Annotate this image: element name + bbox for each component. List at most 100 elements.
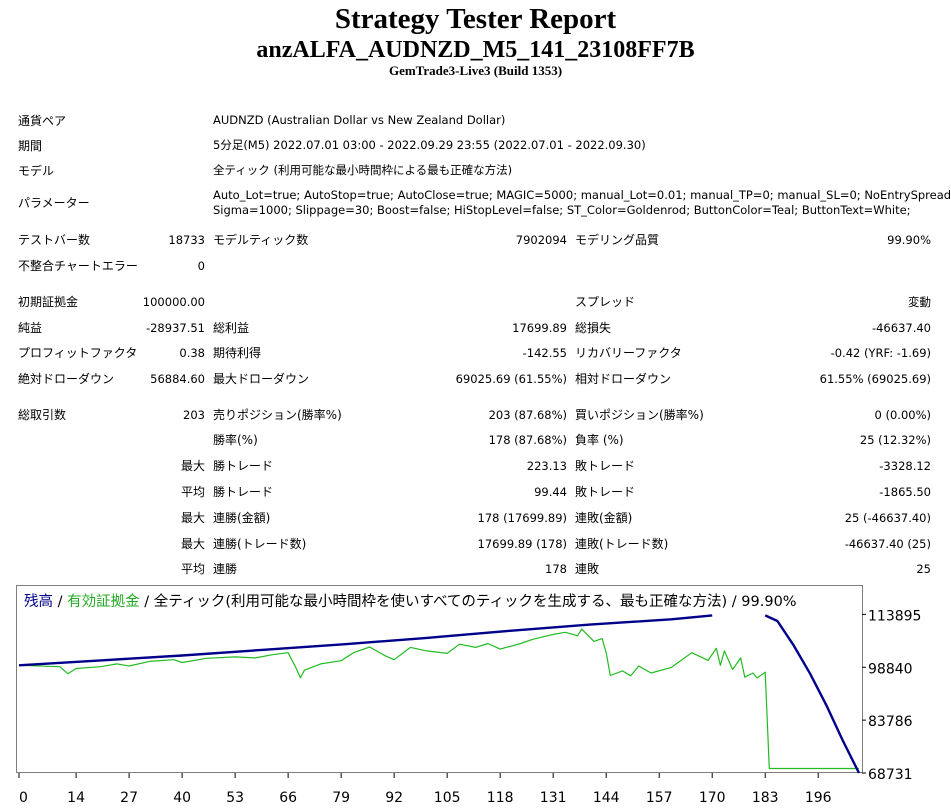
spread-value: 変動: [908, 295, 931, 309]
loss-rate-label: 負率 (%): [575, 433, 624, 447]
period-label: 期間: [18, 139, 43, 153]
average-label: 平均: [181, 562, 206, 576]
expected-value: -142.55: [522, 346, 567, 360]
x-tick-label: 40: [173, 790, 191, 806]
max-cons-loss-count-label: 連敗(トレード数): [575, 537, 669, 551]
short-value: 203 (87.68%): [488, 408, 567, 422]
y-tick-label: 113895: [868, 608, 921, 624]
equity-line: [18, 628, 859, 770]
net-value: -28937.51: [145, 321, 205, 335]
gross-profit-value: 17699.89: [512, 321, 567, 335]
largest-win-label: 勝トレード: [213, 459, 274, 473]
symbol-label: 通貨ペア: [18, 114, 67, 128]
deposit-value: 100000.00: [142, 295, 205, 309]
params-line1: Auto_Lot=true; AutoStop=true; AutoClose=…: [213, 188, 951, 202]
net-label: 純益: [18, 321, 43, 335]
max-dd-label: 最大ドローダウン: [213, 372, 310, 386]
report-title: Strategy Tester Report: [334, 3, 617, 35]
legend-model: / 全ティック(利用可能な最小時間枠を使いすべてのティックを生成する、最も正確な…: [139, 594, 797, 610]
pf-value: 0.38: [179, 346, 205, 360]
balance-equity-chart: 113895 98840 83786 68731 0 14 27 40 53 66 79 92 105 1…: [18, 608, 921, 806]
expected-label: 期待利得: [213, 346, 262, 360]
gross-loss-value: -46637.40: [871, 321, 931, 335]
win-rate-label: 勝率(%): [213, 433, 258, 447]
x-tick-label: 105: [434, 790, 461, 806]
chart-frame: [16, 585, 863, 773]
x-tick-label: 118: [487, 790, 514, 806]
max-dd-value: 69025.69 (61.55%): [455, 372, 567, 386]
y-tick-label: 83786: [868, 714, 913, 730]
avg-cons-loss-value: 25: [916, 562, 931, 576]
period-value: 5分足(M5) 2022.07.01 03:00 - 2022.09.29 23…: [213, 138, 646, 152]
mismatch-label: 不整合チャートエラー: [18, 259, 138, 273]
rel-dd-value: 61.55% (69025.69): [819, 372, 931, 386]
legend-balance: 残高: [24, 594, 53, 610]
x-tick-label: 79: [332, 790, 350, 806]
largest-label: 最大: [181, 459, 206, 473]
ticks-value: 7902094: [515, 233, 567, 247]
trades-label: 総取引数: [18, 408, 67, 422]
model-value: 全ティック (利用可能な最小時間枠による最も正確な方法): [213, 163, 513, 177]
loss-rate-value: 25 (12.32%): [859, 433, 931, 447]
max-cons-win-money-label: 連勝(金額): [213, 511, 271, 525]
max-cons-win-count-value: 17699.89 (178): [477, 537, 567, 551]
x-tick-label: 53: [226, 790, 244, 806]
mismatch-value: 0: [197, 259, 205, 273]
x-tick-label: 14: [67, 790, 85, 806]
bars-value: 18733: [168, 233, 205, 247]
ticks-label: モデルティック数: [213, 233, 309, 247]
avg-cons-win-value: 178: [545, 562, 567, 576]
y-tick-label: 98840: [868, 661, 913, 677]
x-tick-label: 144: [593, 790, 620, 806]
average-label: 平均: [181, 485, 206, 499]
max-cons-win-money-value: 178 (17699.89): [477, 511, 567, 525]
largest-loss-value: -3328.12: [879, 459, 931, 473]
abs-dd-label: 絶対ドローダウン: [18, 372, 115, 386]
max-cons-loss-money-label: 連敗(金額): [575, 511, 633, 525]
avg-win-value: 99.44: [534, 485, 567, 499]
balance-line-1: [764, 614, 861, 774]
avg-loss-value: -1865.50: [879, 485, 931, 499]
long-label: 買いポジション(勝率%): [575, 408, 704, 422]
avg-loss-label: 敗トレード: [575, 485, 636, 499]
x-tick-label: 157: [646, 790, 673, 806]
gross-profit-label: 総利益: [213, 321, 250, 335]
avg-cons-win-label: 連勝: [213, 562, 238, 576]
symbol-value: AUDNZD (Australian Dollar vs New Zealand…: [213, 113, 506, 127]
params-line2: Sigma=1000; Slippage=30; Boost=false; Hi…: [213, 203, 911, 217]
short-label: 売りポジション(勝率%): [213, 408, 342, 422]
x-tick-label: 183: [752, 790, 779, 806]
win-rate-value: 178 (87.68%): [488, 433, 567, 447]
long-value: 0 (0.00%): [874, 408, 931, 422]
chart-title: 残高 / 有効証拠金 / 全ティック(利用可能な最小時間枠を使いすべてのティック…: [24, 593, 797, 611]
ea-name: anzALFA_AUDNZD_M5_141_23108FF7B: [256, 37, 695, 63]
largest-win-value: 223.13: [526, 459, 567, 473]
quality-label: モデリング品質: [575, 233, 660, 247]
max-cons-loss-count-value: -46637.40 (25): [844, 537, 931, 551]
x-tick-label: 66: [279, 790, 297, 806]
x-tick-label: 0: [19, 790, 28, 806]
legend-equity: 有効証拠金: [67, 594, 140, 610]
y-tick-label: 68731: [868, 767, 913, 783]
abs-dd-value: 56884.60: [150, 372, 205, 386]
x-tick-label: 170: [699, 790, 726, 806]
pf-label: プロフィットファクタ: [18, 346, 138, 360]
spread-label: スプレッド: [575, 295, 636, 309]
largest-label: 最大: [181, 511, 206, 525]
x-tick-label: 196: [805, 790, 832, 806]
avg-cons-loss-label: 連敗: [575, 562, 600, 576]
x-tick-label: 27: [120, 790, 138, 806]
bars-label: テストバー数: [18, 233, 91, 247]
server-build: GemTrade3-Live3 (Build 1353): [388, 63, 563, 78]
recovery-label: リカバリーファクタ: [575, 346, 682, 360]
model-label: モデル: [18, 164, 55, 178]
x-tick-label: 92: [385, 790, 403, 806]
deposit-label: 初期証拠金: [18, 295, 79, 309]
avg-win-label: 勝トレード: [213, 485, 274, 499]
largest-label: 最大: [181, 537, 206, 551]
max-cons-win-count-label: 連勝(トレード数): [213, 537, 307, 551]
legend-sep: /: [53, 594, 68, 610]
gross-loss-label: 総損失: [575, 321, 612, 335]
params-label: パラメーター: [18, 196, 90, 210]
max-cons-loss-money-value: 25 (-46637.40): [844, 511, 931, 525]
